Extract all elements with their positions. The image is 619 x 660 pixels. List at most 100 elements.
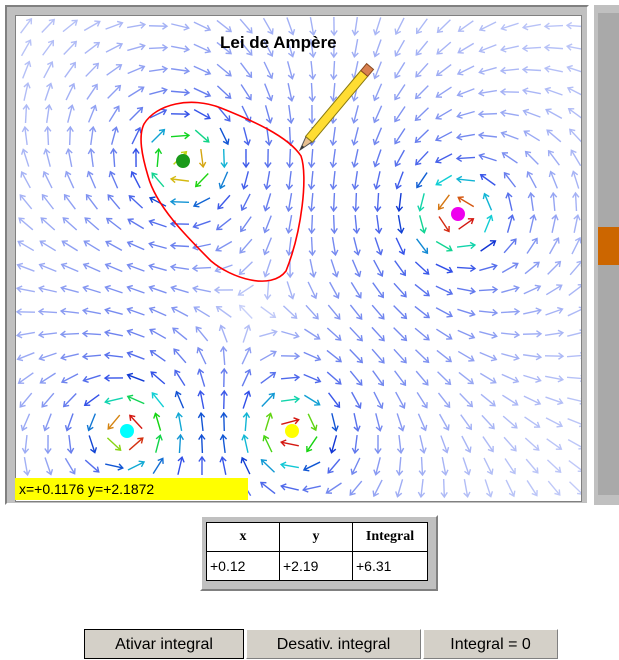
cell-integral: +6.31 [353, 552, 428, 581]
field-arrow [396, 479, 403, 496]
field-arrow [353, 215, 359, 233]
current-wire-yellow[interactable] [285, 424, 299, 438]
field-arrow [128, 87, 143, 97]
field-arrow [45, 127, 51, 145]
field-arrow [501, 354, 518, 361]
field-arrow [198, 413, 204, 431]
field-arrow [436, 132, 452, 141]
field-arrow [106, 43, 122, 52]
coordinate-readout: x=+0.1176 y=+2.1872 [15, 478, 248, 500]
field-arrow [418, 193, 424, 210]
field-arrow [244, 127, 250, 144]
field-arrow [41, 218, 54, 230]
field-arrow [66, 84, 75, 100]
field-arrow [128, 286, 145, 293]
field-arrow [131, 172, 140, 188]
field-arrow [111, 149, 117, 167]
field-arrow [480, 352, 497, 360]
field-arrow [39, 353, 56, 360]
field-arrow [327, 350, 341, 361]
field-arrow [194, 110, 210, 119]
field-arrow [286, 237, 292, 255]
field-arrow [417, 19, 428, 34]
field-arrow [132, 128, 141, 144]
field-arrow [352, 171, 358, 189]
field-arrow [194, 44, 210, 53]
field-arrow [153, 458, 163, 473]
field-arrow [395, 150, 404, 166]
field-arrow [68, 105, 74, 122]
field-arrow [523, 24, 541, 30]
field-arrow [217, 20, 231, 31]
field-arrow [436, 242, 452, 251]
field-arrow [479, 68, 496, 75]
field-arrow [546, 109, 562, 118]
field-arrow [128, 373, 145, 381]
field-arrow [241, 217, 251, 232]
field-arrow [156, 435, 162, 452]
field-arrow [281, 331, 298, 338]
field-arrow [264, 18, 273, 34]
field-arrow [152, 393, 163, 407]
field-arrow [240, 306, 252, 319]
field-arrow [43, 41, 54, 56]
field-arrow [524, 109, 541, 117]
field-arrow [504, 173, 515, 187]
field-arrow [569, 461, 581, 472]
field-arrow [461, 415, 472, 430]
field-arrow [283, 306, 296, 318]
field-arrow [241, 63, 252, 77]
field-arrow [265, 413, 272, 430]
field-arrow [154, 413, 161, 430]
field-arrow [171, 199, 189, 205]
field-arrow [193, 265, 211, 271]
field-arrow [129, 196, 142, 208]
field-arrow [149, 242, 166, 249]
field-arrow [39, 286, 57, 292]
field-arrow [195, 130, 209, 142]
field-arrow [106, 21, 123, 29]
field-arrow [63, 218, 76, 230]
field-arrow [196, 327, 207, 341]
reset-integral-button[interactable]: Integral = 0 [423, 629, 558, 659]
field-arrow [171, 176, 189, 182]
slider-thumb[interactable] [598, 227, 619, 265]
field-arrow [217, 86, 230, 98]
field-arrow [526, 152, 539, 165]
field-arrow [194, 66, 210, 74]
field-arrow [372, 349, 384, 363]
current-wire-green[interactable] [176, 154, 190, 168]
field-arrow [503, 416, 517, 428]
field-arrow [436, 154, 452, 163]
field-arrow [67, 435, 73, 453]
field-arrow [350, 350, 362, 363]
current-wire-cyan[interactable] [120, 424, 134, 438]
field-arrow [107, 65, 122, 75]
field-arrow [505, 458, 515, 473]
field-arrow [352, 17, 358, 35]
field-arrow [193, 221, 210, 228]
field-arrow [259, 330, 276, 337]
field-arrow [264, 62, 273, 78]
field-arrow [42, 393, 54, 407]
field-arrow [572, 171, 579, 188]
disable-integral-button[interactable]: Desativ. integral [246, 629, 421, 659]
field-arrow [43, 172, 52, 188]
field-arrow [545, 376, 563, 382]
field-arrow [171, 243, 189, 249]
col-header-integral: Integral [353, 523, 428, 552]
field-arrow [155, 149, 161, 167]
field-arrow [330, 435, 337, 452]
field-arrow [220, 457, 226, 475]
field-arrow [501, 286, 518, 293]
field-arrow [177, 435, 183, 453]
field-arrow [61, 331, 79, 337]
enable-integral-button[interactable]: Ativar integral [84, 629, 244, 659]
field-arrow [20, 195, 31, 209]
current-wire-magenta[interactable] [451, 207, 465, 221]
field-arrow [374, 171, 380, 189]
pencil-icon[interactable] [290, 58, 380, 158]
field-arrow [20, 393, 31, 407]
field-arrow [459, 372, 473, 383]
field-arrow [442, 457, 448, 475]
